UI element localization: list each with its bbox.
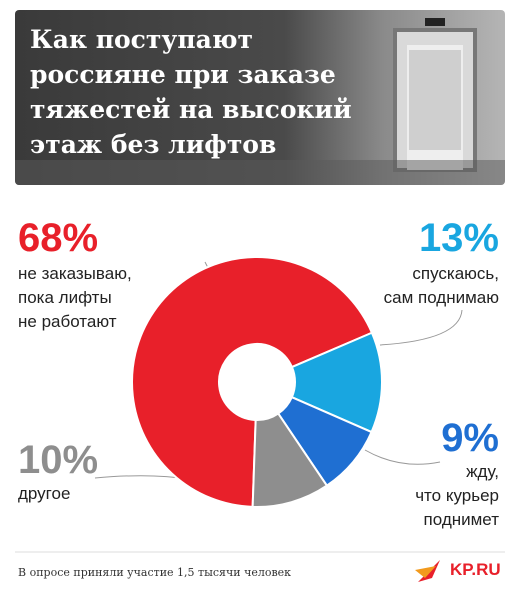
value-label: 68% bbox=[18, 216, 99, 260]
leader-line bbox=[379, 309, 463, 346]
footnote: В опросе приняли участие 1,5 тысячи чело… bbox=[18, 566, 292, 579]
category-label: не заказываю, пока лифты не работают bbox=[18, 264, 132, 331]
header-banner bbox=[15, 10, 505, 185]
leader-line bbox=[364, 449, 441, 465]
value-label: 10% bbox=[18, 438, 99, 482]
value-label: 13% bbox=[418, 216, 499, 260]
category-label: жду, что курьер поднимет bbox=[415, 462, 499, 529]
title: Как поступают россияне при заказе тяжест… bbox=[30, 25, 352, 159]
category-label: спускаюсь, сам поднимаю bbox=[383, 264, 499, 307]
category-label: другое bbox=[18, 484, 71, 503]
donut-segment bbox=[131, 256, 374, 508]
value-label: 9% bbox=[441, 416, 499, 460]
logo: KP.RU bbox=[450, 560, 501, 579]
logo-bird bbox=[415, 566, 436, 578]
elevator-illustration bbox=[15, 18, 505, 185]
donut-segment bbox=[251, 412, 329, 508]
